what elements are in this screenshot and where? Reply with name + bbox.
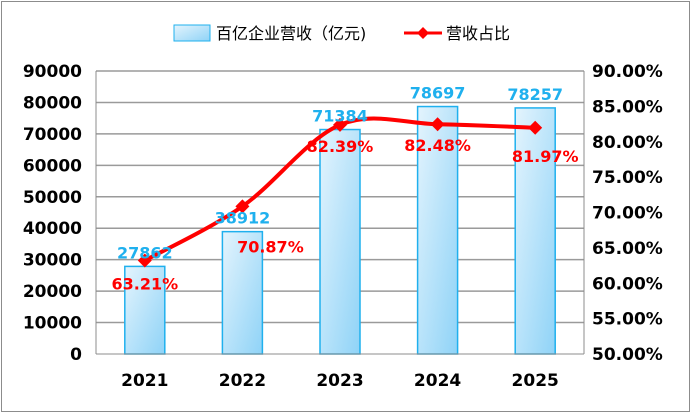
bar [416,105,459,355]
y-right-tick-label: 90.00% [592,62,663,82]
line-point-marker [235,199,250,214]
bar-value-label: 78257 [507,85,563,104]
legend-line-label: 营收占比 [446,24,510,43]
line-point-marker [333,117,347,132]
line-point-marker [137,253,152,268]
x-tick-label: 2023 [316,371,363,391]
legend-diamond-marker [417,27,429,39]
legend-bar-label: 百亿企业营收（亿元) [216,24,366,43]
line-point-marker [528,120,543,135]
x-tick-label: 2025 [512,371,559,391]
y-left-tick-label: 10000 [23,314,82,334]
x-tick-label: 2021 [121,371,168,391]
legend: 百亿企业营收（亿元) 营收占比 [173,24,510,43]
line-value-label: 70.87% [237,237,304,256]
y-left-tick-label: 30000 [23,251,82,271]
y-left-tick-label: 20000 [23,282,82,302]
y-left-tick-label: 0 [70,345,82,365]
y-right-tick-label: 75.00% [592,168,663,188]
line-value-label: 81.97% [512,147,579,166]
y-right-tick-label: 70.00% [592,204,663,224]
y-left-tick-label: 90000 [23,62,82,82]
y-left-tick-label: 40000 [23,219,82,239]
y-right-tick-label: 85.00% [592,97,663,117]
line-value-label: 63.21% [111,275,178,294]
bar-value-label: 38912 [215,209,271,228]
bar [124,265,166,355]
line-point-marker [430,117,445,132]
bar-value-label: 71384 [312,107,368,126]
bar-value-label: 27862 [117,243,173,262]
bar [514,107,556,355]
y-left-tick-label: 50000 [23,188,82,208]
line-value-label: 82.48% [404,136,471,155]
y-right-tick-label: 80.00% [592,133,663,153]
y-left-tick-label: 60000 [23,156,82,176]
y-left-tick-label: 70000 [23,125,82,145]
x-tick-label: 2024 [414,371,461,391]
x-tick-label: 2022 [219,371,266,391]
y-right-tick-label: 60.00% [592,274,663,294]
legend-bar-swatch [173,24,211,42]
line-value-label: 82.39% [307,137,374,156]
bar-value-label: 78697 [410,84,466,103]
bar [319,128,361,355]
y-left-tick-label: 80000 [23,93,82,113]
y-right-tick-label: 55.00% [592,310,663,330]
y-right-tick-label: 65.00% [592,239,663,259]
bar [221,230,264,355]
y-right-tick-label: 50.00% [592,345,663,365]
